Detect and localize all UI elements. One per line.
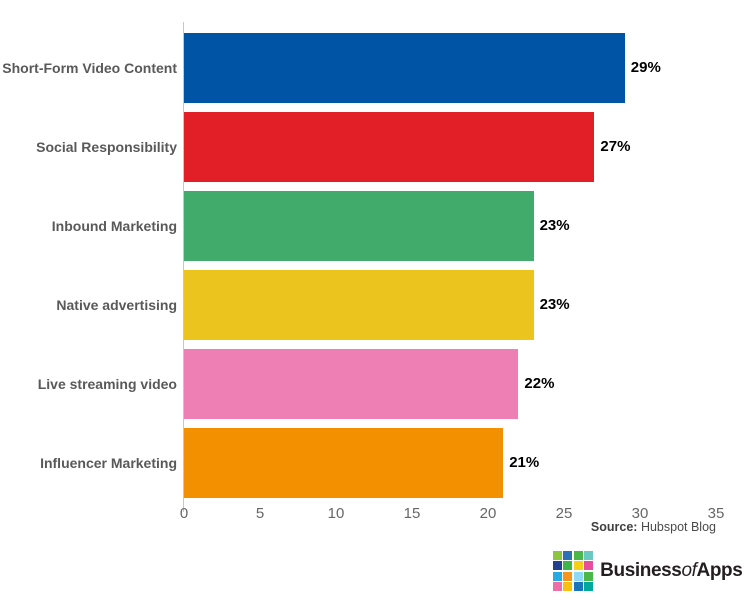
bar-1 — [184, 111, 595, 182]
category-label: Native advertising — [56, 296, 177, 313]
x-axis: 0 5 10 15 20 25 30 35 — [180, 505, 725, 525]
logo-square — [553, 582, 562, 592]
bar-5 — [184, 427, 504, 498]
logo-square — [563, 571, 573, 581]
x-tick-label: 0 — [179, 505, 189, 522]
bar-row: 22% — [184, 344, 716, 423]
logo-wordmark: BusinessofApps — [600, 560, 743, 582]
x-tick-label: 25 — [555, 505, 573, 522]
logo-square — [573, 551, 583, 560]
x-tick-label: 10 — [327, 505, 345, 522]
y-axis-line — [183, 22, 184, 512]
bar-row: 23% — [184, 265, 716, 344]
category-label: Short-Form Video Content — [2, 59, 177, 76]
logo-square — [563, 582, 573, 592]
x-tick-label: 30 — [631, 505, 649, 522]
logo-mosaic-icon — [553, 551, 594, 592]
bar-row: 29% — [184, 28, 716, 107]
logo-word-apps: Apps — [696, 560, 743, 582]
logo-square — [573, 571, 583, 581]
logo-word-of: of — [681, 560, 697, 582]
x-tick-label: 20 — [479, 505, 497, 522]
logo-square — [584, 571, 594, 581]
logo-square — [584, 551, 594, 560]
source-prefix: Source: — [590, 520, 638, 534]
x-tick-label: 5 — [255, 505, 265, 522]
value-label: 27% — [600, 138, 631, 155]
logo-square — [573, 582, 583, 592]
category-label: Inbound Marketing — [51, 217, 177, 234]
logo-square — [563, 551, 573, 560]
logo-square — [573, 561, 583, 571]
category-label: Social Responsibility — [36, 138, 177, 155]
category-label: Influencer Marketing — [40, 454, 177, 471]
bar-row: 21% — [184, 423, 716, 502]
value-label: 21% — [509, 454, 540, 471]
source-text: Hubspot Blog — [637, 520, 716, 534]
bar-3 — [184, 269, 534, 340]
category-labels-column: Short-Form Video Content Social Responsib… — [0, 28, 184, 502]
logo-square — [553, 551, 562, 560]
source-note: Source: Hubspot Blog — [591, 520, 716, 534]
x-tick-label: 15 — [403, 505, 421, 522]
value-label: 29% — [630, 59, 661, 76]
bar-row: 23% — [184, 186, 716, 265]
logo-square — [584, 561, 594, 571]
logo-square — [553, 571, 562, 581]
x-tick-label: 35 — [707, 505, 725, 522]
logo-square — [584, 582, 594, 592]
bar-4 — [184, 348, 519, 419]
bar-row: 27% — [184, 107, 716, 186]
businessofapps-logo: BusinessofApps — [553, 551, 743, 592]
category-label: Live streaming video — [37, 375, 177, 392]
bar-0 — [184, 32, 625, 103]
value-label: 23% — [539, 296, 570, 313]
logo-square — [563, 561, 573, 571]
logo-square — [553, 561, 562, 571]
bar-2 — [184, 190, 534, 261]
bar-plot-area: 29% 27% 23% 23% 22% 21% — [184, 28, 716, 502]
value-label: 22% — [524, 375, 555, 392]
value-label: 23% — [539, 217, 570, 234]
logo-word-business: Business — [600, 560, 682, 582]
